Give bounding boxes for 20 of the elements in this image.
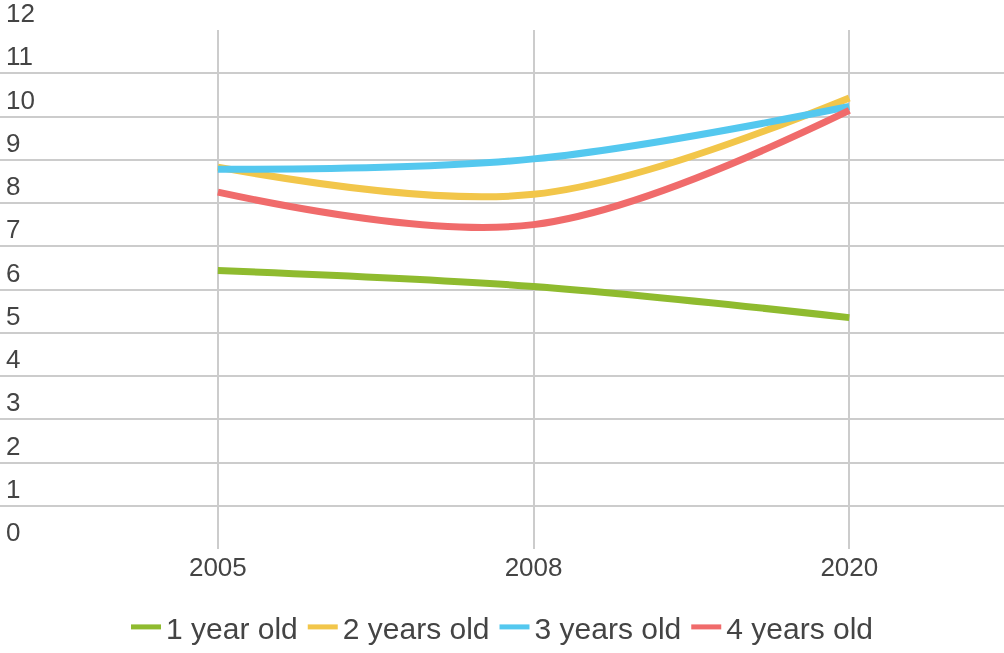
legend-label: 1 year old: [166, 611, 298, 645]
legend-label: 3 years old: [534, 611, 682, 645]
x-tick-label: 2008: [504, 552, 563, 582]
legend-label: 2 years old: [342, 611, 490, 645]
y-tick-label: 3: [6, 387, 21, 417]
y-tick-label: 9: [6, 128, 21, 158]
y-tick-label: 7: [6, 214, 21, 244]
y-tick-label: 11: [6, 41, 33, 71]
x-tick-label: 2005: [188, 552, 247, 582]
y-tick-label: 12: [6, 0, 35, 28]
y-tick-label: 5: [6, 301, 21, 331]
legend-label: 4 years old: [726, 611, 873, 645]
y-tick-label: 6: [6, 258, 21, 288]
y-tick-label: 10: [6, 85, 35, 115]
y-tick-label: 1: [6, 474, 21, 504]
y-tick-label: 0: [6, 517, 21, 547]
y-tick-label: 4: [6, 344, 21, 374]
y-tick-label: 8: [6, 171, 21, 201]
y-tick-label: 2: [6, 431, 21, 461]
x-tick-label: 2020: [820, 552, 879, 582]
